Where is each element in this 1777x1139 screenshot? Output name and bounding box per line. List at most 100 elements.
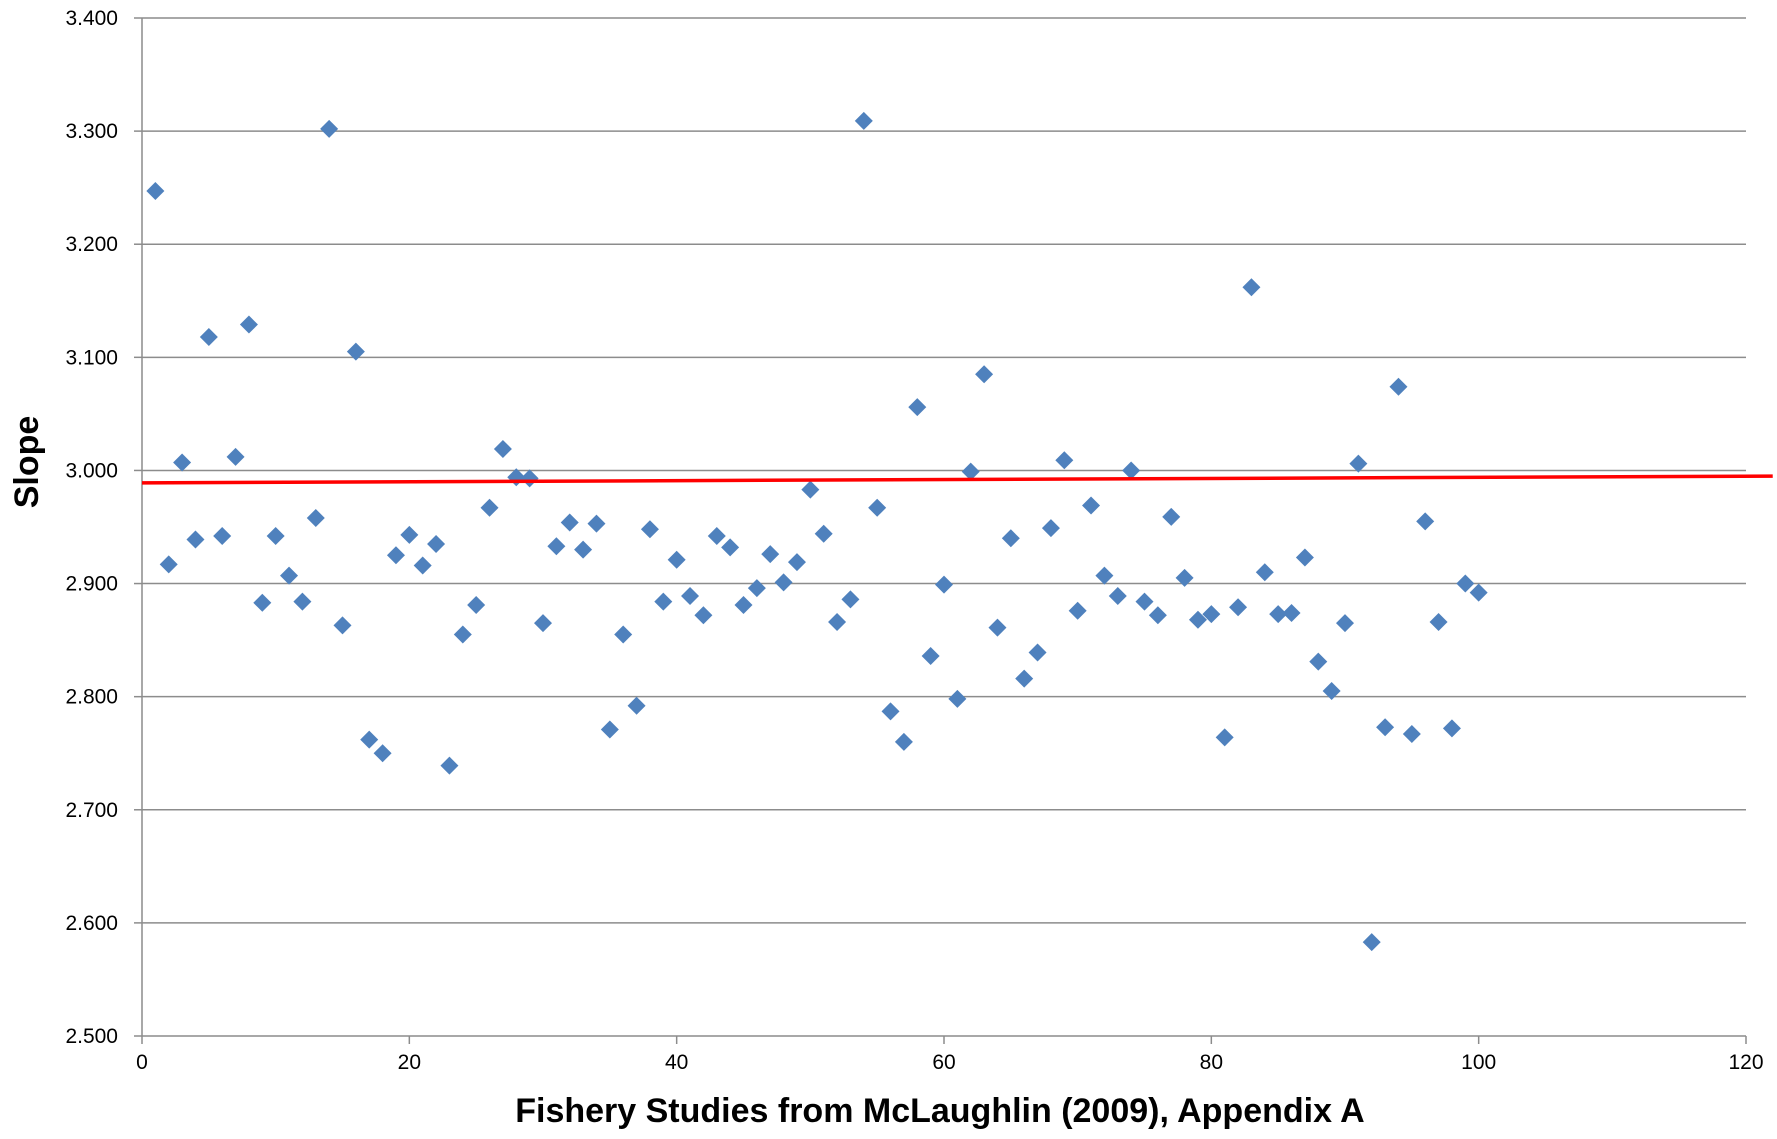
data-point	[213, 527, 232, 546]
data-point	[1148, 606, 1167, 625]
x-tick-label: 40	[665, 1051, 688, 1074]
data-point	[614, 625, 633, 644]
x-tick-labels: 0 20 40 60 80 100 120	[136, 1051, 1763, 1074]
y-tick-label: 3.100	[65, 346, 118, 369]
data-point	[1242, 278, 1261, 297]
data-point	[801, 480, 820, 499]
y-axis-title: Slope	[8, 416, 46, 509]
data-points	[146, 111, 1488, 952]
data-point	[988, 618, 1007, 637]
data-point	[1015, 669, 1034, 688]
data-point	[894, 732, 913, 751]
data-point	[1122, 461, 1141, 480]
data-point	[1055, 451, 1074, 470]
data-point	[935, 575, 953, 594]
data-point	[868, 498, 887, 517]
data-point	[199, 327, 218, 346]
data-point	[253, 593, 272, 612]
reference-line-layer	[141, 474, 1773, 485]
data-point	[975, 365, 994, 384]
data-point	[814, 524, 833, 543]
data-point	[1001, 529, 1020, 548]
data-point	[1175, 568, 1194, 587]
data-point	[333, 616, 352, 635]
data-point	[587, 514, 606, 533]
data-point	[1376, 718, 1395, 737]
data-point	[226, 447, 245, 466]
data-point	[360, 730, 379, 749]
data-point	[1028, 643, 1047, 662]
data-point	[1108, 586, 1127, 605]
data-point	[1322, 682, 1341, 701]
data-point	[173, 453, 192, 472]
data-point	[386, 546, 405, 565]
data-point	[681, 586, 700, 605]
data-point	[1349, 454, 1368, 473]
data-point	[1309, 652, 1328, 671]
data-point	[1255, 563, 1274, 582]
x-tick-label: 20	[398, 1051, 421, 1074]
data-point	[146, 182, 165, 201]
data-point	[1041, 519, 1060, 538]
data-point	[734, 596, 753, 615]
data-point	[841, 590, 860, 609]
data-point	[346, 342, 365, 361]
y-tick-label: 2.900	[65, 573, 118, 596]
data-point	[1282, 603, 1301, 622]
x-tick-label: 80	[1200, 1051, 1223, 1074]
data-point	[1456, 574, 1475, 593]
data-point	[1095, 566, 1114, 585]
data-point	[1362, 933, 1381, 952]
data-point	[1389, 377, 1408, 396]
data-point	[1416, 512, 1435, 531]
data-point	[413, 556, 432, 575]
data-point	[280, 566, 299, 585]
y-tick-labels: 2.500 2.600 2.700 2.800 2.900 3.000 3.100 3.200…	[65, 7, 118, 1048]
data-point	[908, 398, 927, 417]
data-point	[948, 689, 967, 708]
data-point	[1188, 610, 1207, 629]
data-point	[787, 553, 806, 572]
data-point	[921, 646, 940, 665]
x-tick-label: 100	[1461, 1051, 1496, 1074]
y-tick-label: 2.600	[65, 912, 118, 935]
data-point	[1402, 724, 1421, 743]
data-point	[1215, 728, 1234, 747]
y-tick-label: 3.300	[65, 120, 118, 143]
x-tick-label: 120	[1728, 1051, 1763, 1074]
data-point	[453, 625, 472, 644]
data-point	[721, 538, 740, 557]
data-point	[1202, 605, 1221, 624]
data-point	[306, 508, 325, 527]
data-point	[1336, 614, 1354, 633]
data-point	[547, 537, 566, 556]
y-tick-label: 3.000	[65, 459, 118, 482]
data-point	[1442, 719, 1461, 738]
x-tick-label: 0	[136, 1051, 148, 1074]
data-point	[186, 530, 205, 549]
data-point	[239, 315, 258, 334]
y-tick-label: 2.700	[65, 799, 118, 822]
data-point	[1295, 548, 1314, 567]
data-point	[774, 573, 793, 592]
data-point	[1269, 605, 1288, 624]
data-point	[373, 744, 392, 763]
data-point	[467, 596, 486, 615]
data-point	[520, 469, 539, 488]
data-point	[480, 498, 499, 517]
data-point	[159, 555, 178, 574]
data-point	[828, 613, 847, 632]
data-point	[1229, 598, 1248, 617]
y-tick-label: 2.500	[65, 1025, 118, 1048]
y-tick-label: 3.400	[65, 7, 118, 30]
data-point	[881, 702, 900, 721]
data-point	[627, 696, 646, 715]
data-point	[1469, 583, 1488, 602]
data-point	[574, 540, 593, 559]
data-point	[667, 550, 686, 569]
data-point	[293, 592, 312, 611]
data-point	[640, 520, 659, 539]
data-point	[400, 525, 419, 544]
